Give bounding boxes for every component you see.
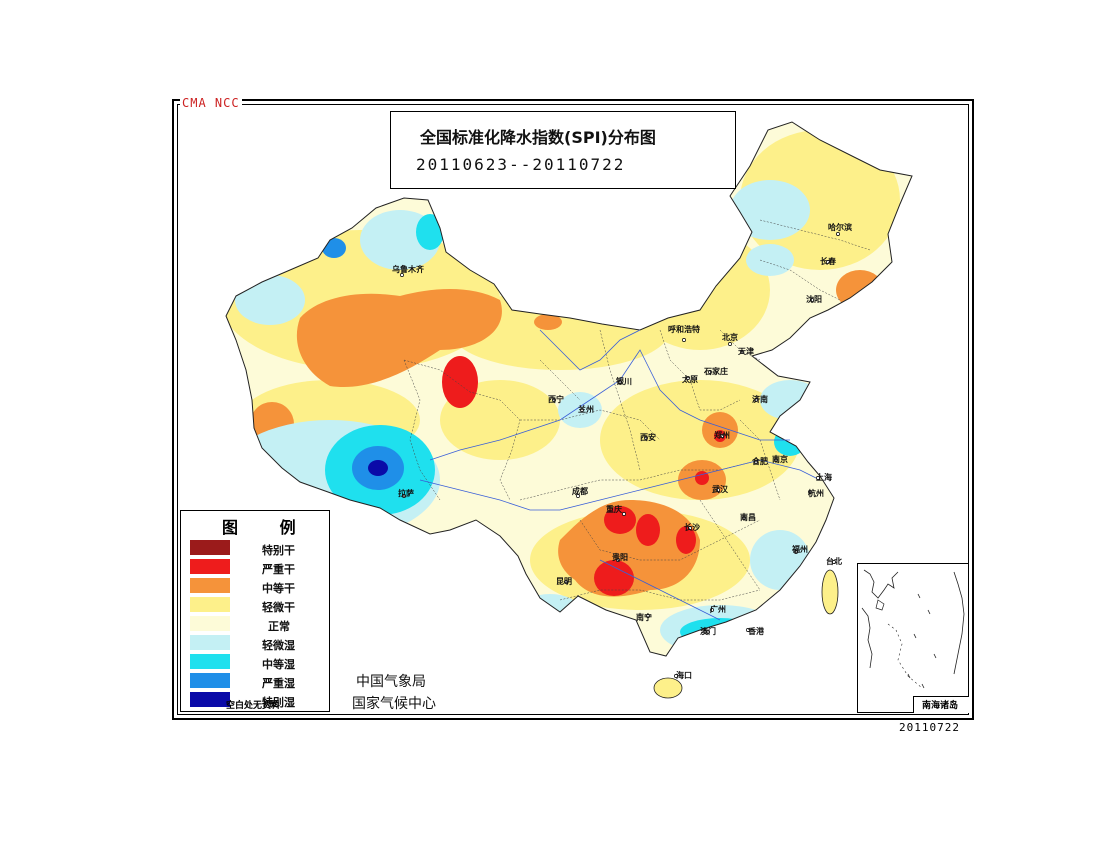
footer-date: 20110722 — [899, 721, 960, 734]
city-markers: 乌鲁木齐 哈尔滨 长春 沈阳 呼和浩特 北京 天津 太原 石家庄 银川 西宁 兰… — [392, 222, 852, 680]
china-outline — [225, 121, 913, 657]
city-label-chengdu: 成都 — [572, 486, 588, 496]
map-frame-outer — [172, 99, 974, 720]
city-label-guiyang: 贵阳 — [612, 552, 628, 562]
city-label-changsha: 长沙 — [684, 522, 700, 532]
legend-swatch — [190, 692, 230, 707]
agency-ncc: 国家气候中心 — [352, 696, 436, 712]
inset-map — [861, 569, 965, 689]
legend-swatch — [190, 635, 230, 650]
legend-label: 中等湿 — [262, 658, 295, 671]
map-frame-inner — [177, 104, 969, 715]
legend-swatch — [190, 654, 230, 669]
legend-label: 严重干 — [262, 563, 295, 576]
legend-note: 空白处无资料 — [226, 701, 281, 711]
city-label-chongqing: 重庆 — [606, 504, 622, 514]
legend-swatch — [190, 578, 230, 593]
legend-swatch — [190, 559, 230, 574]
city-label-nanchang: 南昌 — [740, 512, 756, 522]
legend-label: 轻微干 — [262, 601, 295, 614]
agency-cma: 中国气象局 — [356, 674, 426, 690]
city-label-urumqi: 乌鲁木齐 — [392, 264, 425, 274]
city-label-guangzhou: 广州 — [710, 604, 726, 614]
city-label-xining: 西宁 — [548, 394, 564, 404]
map-title: 全国标准化降水指数(SPI)分布图 — [420, 128, 656, 147]
city-label-shanghai: 上海 — [816, 472, 832, 482]
legend-title: 图 例 — [222, 518, 314, 537]
city-label-fuzhou: 福州 — [791, 544, 808, 554]
legend-swatch — [190, 673, 230, 688]
city-label-hefei: 合肥 — [751, 456, 768, 466]
hainan-island — [653, 677, 683, 699]
city-label-haikou: 海口 — [676, 670, 692, 680]
city-label-lanzhou: 兰州 — [578, 404, 594, 414]
city-label-jinan: 济南 — [752, 394, 768, 404]
title-box — [390, 111, 736, 189]
city-label-hongkong: 香港 — [747, 626, 765, 636]
legend-label: 特别干 — [262, 544, 295, 557]
city-label-taipei: 台北 — [826, 556, 842, 566]
legend-swatch — [190, 616, 230, 631]
city-label-lhasa: 拉萨 — [398, 488, 414, 498]
city-label-wuhan: 武汉 — [712, 484, 729, 494]
inset-label: 南海诸岛 — [922, 701, 959, 711]
taiwan-island — [821, 569, 839, 615]
corner-tag: CMA NCC — [180, 96, 242, 110]
legend-swatch — [190, 597, 230, 612]
legend-label: 中等干 — [262, 582, 295, 595]
city-label-kunming: 昆明 — [556, 576, 572, 586]
city-label-tianjin: 天津 — [738, 346, 754, 356]
legend-label: 严重湿 — [262, 677, 295, 690]
legend-label: 轻微湿 — [262, 639, 295, 652]
legend-swatch — [190, 540, 230, 555]
city-label-nanjing: 南京 — [772, 454, 788, 464]
city-label-hangzhou: 杭州 — [808, 488, 824, 498]
south-china-sea-inset — [857, 563, 969, 713]
city-label-beijing: 北京 — [722, 332, 738, 342]
city-label-zhengzhou: 郑州 — [714, 430, 730, 440]
city-label-nanning: 南宁 — [636, 612, 652, 622]
legend-label: 正常 — [268, 620, 290, 633]
city-label-taiyuan: 太原 — [681, 374, 698, 384]
city-label-harbin: 哈尔滨 — [828, 222, 852, 232]
legend-label: 特别湿 — [262, 696, 295, 709]
map-period: 20110623--20110722 — [416, 155, 626, 174]
city-label-changchun: 长春 — [820, 256, 836, 266]
inset-label-box — [913, 696, 969, 713]
city-label-hohhot: 呼和浩特 — [668, 324, 700, 334]
rivers — [419, 329, 821, 621]
city-label-shijiazhuang: 石家庄 — [703, 366, 728, 376]
city-label-yinchuan: 银川 — [615, 376, 632, 386]
city-label-xian: 西安 — [640, 432, 656, 442]
city-label-shenyang: 沈阳 — [806, 294, 822, 304]
city-label-macau: 澳门 — [700, 626, 716, 636]
